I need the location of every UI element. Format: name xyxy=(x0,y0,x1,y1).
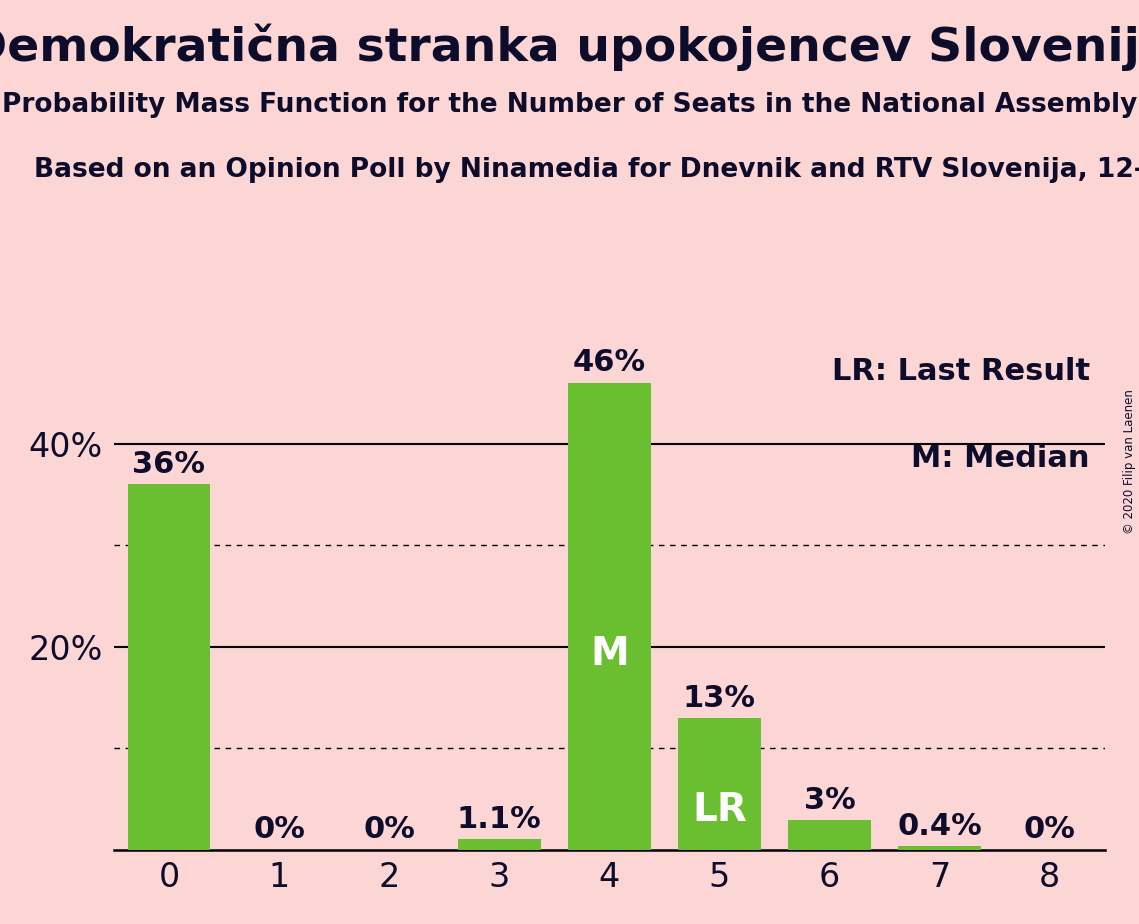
Text: M: Median: M: Median xyxy=(911,444,1090,472)
Text: 0.4%: 0.4% xyxy=(898,812,982,841)
Text: 36%: 36% xyxy=(132,450,205,479)
Bar xyxy=(788,820,871,850)
Text: LR: LR xyxy=(693,792,747,830)
Text: LR: Last Result: LR: Last Result xyxy=(831,358,1090,386)
Text: 0%: 0% xyxy=(253,815,305,844)
Bar xyxy=(128,484,211,850)
Text: 3%: 3% xyxy=(804,785,855,815)
Bar xyxy=(568,383,650,850)
Text: 1.1%: 1.1% xyxy=(457,805,542,833)
Text: Demokratična stranka upokojencev Slovenije: Demokratična stranka upokojencev Sloveni… xyxy=(0,23,1139,70)
Text: 13%: 13% xyxy=(683,684,756,713)
Bar xyxy=(899,846,981,850)
Text: 0%: 0% xyxy=(363,815,415,844)
Bar xyxy=(678,718,761,850)
Text: 46%: 46% xyxy=(573,348,646,378)
Text: Probability Mass Function for the Number of Seats in the National Assembly: Probability Mass Function for the Number… xyxy=(2,92,1137,118)
Text: M: M xyxy=(590,635,629,673)
Text: Based on an Opinion Poll by Ninamedia for Dnevnik and RTV Slovenija, 12–14 March: Based on an Opinion Poll by Ninamedia fo… xyxy=(34,157,1139,183)
Text: 0%: 0% xyxy=(1024,815,1075,844)
Text: © 2020 Filip van Laenen: © 2020 Filip van Laenen xyxy=(1123,390,1137,534)
Bar xyxy=(458,839,541,850)
